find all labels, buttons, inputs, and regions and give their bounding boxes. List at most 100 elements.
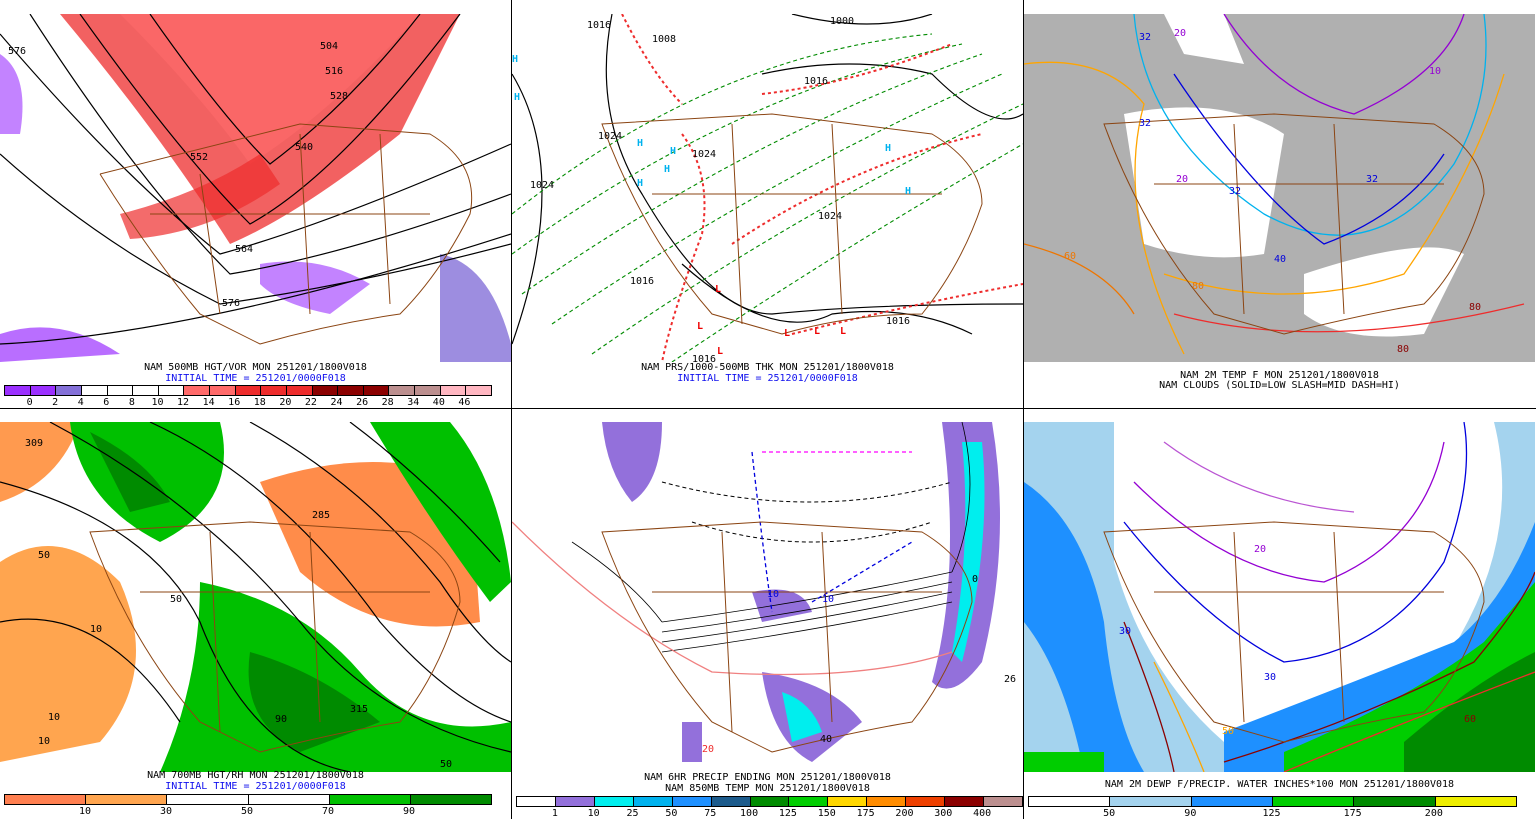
colorbar-tick-label: 90 [1184,808,1197,819]
isotherm-label: 0 [972,574,978,585]
map-6hr-precip[interactable] [512,422,1023,772]
colorbar-swatch [517,797,556,806]
colorbar-tick-label: 10 [78,806,92,817]
isobar-label: 1024 [530,180,554,191]
colorbar-tick-label: 100 [740,808,759,819]
colorbar-swatch [466,386,491,395]
colorbar-swatch [329,795,411,804]
panel-500mb-height-vorticity[interactable]: 576 504 516 528 552 540 564 576 NAM 500M… [0,0,512,409]
colorbar-tick-label: 25 [626,808,639,819]
colorbar-tick-label: 50 [1103,808,1116,819]
isotherm-label: 10 [822,594,834,605]
colorbar-tick-label: 6 [103,397,110,408]
panel-700mb-height-rh[interactable]: 309 50 10 285 50 10 315 90 10 50 NAM 700… [0,409,512,819]
panel-title: NAM 2M TEMP F MON 251201/1800V018 [1180,370,1379,381]
isotherm-label: 40 [1274,254,1286,265]
colorbar-swatch [5,795,87,804]
panel-2m-temp-clouds[interactable]: 32 32 32 32 40 20 20 10 60 80 80 80 NAM … [1024,0,1536,409]
precip-label: 40 [820,734,832,745]
isotherm-label: 80 [1192,281,1204,292]
colorbar-swatch [338,386,364,395]
colorbar-swatch [410,795,492,804]
colorbar-tick-label: 46 [458,397,471,408]
isotherm-label: 10 [767,589,779,600]
colorbar-swatch [828,797,868,806]
colorbar-swatch [984,797,1022,806]
colorbar-swatch [167,795,249,804]
colorbar-tick-label: 300 [934,808,953,819]
contour-label: 528 [330,91,348,102]
map-2m-dewpoint[interactable] [1024,422,1535,772]
contour-label: 504 [320,41,338,52]
isotherm-label: 20 [1174,28,1186,39]
panel-6hr-precip-850mb-temp[interactable]: 10 0 10 20 26 40 NAM 6HR PRECIP ENDING M… [512,409,1024,819]
isotherm-label: 80 [1469,302,1481,313]
panel-2m-dewpoint-precip-water[interactable]: 30 20 30 50 60 NAM 2M DEWP F/PRECIP. WAT… [1024,409,1536,819]
colorbar-swatch [440,386,467,395]
colorbar-swatch [750,797,790,806]
colorbar-swatch [86,795,168,804]
colorbar-tick-label: 400 [973,808,992,819]
map-500mb-vorticity[interactable] [0,14,511,362]
high-pressure-marker: H [905,186,911,197]
panel-title: NAM 2M DEWP F/PRECIP. WATER INCHES*100 M… [1104,779,1455,790]
panel-title: NAM PRS/1000-500MB THK MON 251201/1800V0… [641,362,894,373]
colorbar-swatch [415,386,441,395]
colorbar-swatch [158,386,185,395]
colorbar-swatch [235,386,262,395]
initial-time: INITIAL TIME = 251201/0000F018 [677,373,858,384]
contour-label: 576 [8,46,26,57]
panel-title: NAM 6HR PRECIP ENDING MON 251201/1800V01… [644,772,891,783]
isobar-label: 1000 [830,16,854,27]
colorbar-swatch [286,386,313,395]
low-pressure-marker: L [814,326,820,337]
colorbar-tick-label: 2 [52,397,59,408]
panel-title: NAM 700MB HGT/RH MON 251201/1800V018 [147,770,364,781]
colorbar-swatch [210,386,236,395]
colorbar-tick-label: 18 [253,397,266,408]
map-labels: 30 20 30 50 60 [1119,544,1476,737]
colorbar-tick-label: 12 [177,397,190,408]
isodrosotherm-label: 50 [1222,726,1234,737]
colorbar-swatch [1435,797,1516,806]
colorbar-swatch [81,386,108,395]
map-2m-temp-clouds[interactable] [1024,14,1535,362]
colorbar-swatch [30,386,57,395]
isobar-label: 1016 [886,316,910,327]
colorbar-tick-label: 14 [202,397,215,408]
colorbar-tick-label: 125 [1262,808,1281,819]
contour-label: 10 [48,712,60,723]
colorbar-swatch [1191,797,1273,806]
colorbar-tick-label: 16 [228,397,241,408]
colorbar-swatch [56,386,82,395]
isobar-label: 1016 [804,76,828,87]
colorbar-swatch [789,797,829,806]
isobar-label: 1016 [692,354,716,362]
colorbar-swatch [184,386,210,395]
colorbar-swatch [594,797,634,806]
colorbar-swatch [555,797,595,806]
colorbar-swatch [248,795,330,804]
isotherm-label: 20 [1176,174,1188,185]
isodrosotherm-label: 20 [1254,544,1266,555]
colorbar-tick-label: 0 [26,397,33,408]
isotherm-label: 32 [1229,186,1241,197]
isobar-label: 1024 [598,131,622,142]
colorbar-swatch [906,797,946,806]
panel-pressure-thickness[interactable]: 1016 1008 1000 1016 1024 1024 1024 1024 … [512,0,1024,409]
colorbar-tick-label: 20 [279,397,292,408]
colorbar-swatch [672,797,712,806]
colorbar-tick-label: 75 [704,808,717,819]
contour-label: 309 [25,438,43,449]
map-700mb-rh[interactable] [0,422,511,772]
isodrosotherm-label: 30 [1264,672,1276,683]
isobar-label: 1016 [587,20,611,31]
high-pressure-marker: H [885,143,891,154]
colorbar-swatch [633,797,673,806]
colorbar-swatch [107,386,134,395]
map-pressure-thickness[interactable] [512,14,1023,362]
contour-label: 285 [312,510,330,521]
panel-title: NAM 500MB HGT/VOR MON 251201/1800V018 [144,362,367,373]
map-labels: 32 32 32 32 40 20 20 10 60 80 80 80 [1064,28,1481,355]
